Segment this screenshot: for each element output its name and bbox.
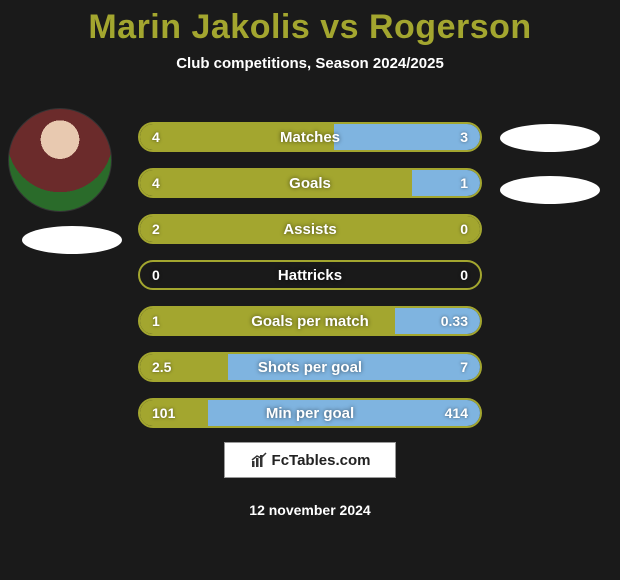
- stat-bar-fill-right: [412, 170, 480, 196]
- stat-val-right: 0: [460, 262, 468, 288]
- stat-val-left: 0: [152, 262, 160, 288]
- stats-bars: 43Matches 41Goals 20Assists 0 0Hattricks 10.3…: [138, 122, 482, 444]
- stat-bar: 41Goals: [138, 168, 482, 198]
- stat-label: Hattricks: [140, 262, 480, 288]
- stat-bar-fill-left: [140, 216, 480, 242]
- page-title: Marin Jakolis vs Rogerson: [0, 0, 620, 47]
- stat-bar-fill-left: [140, 170, 412, 196]
- stat-bar-fill-right: [395, 308, 480, 334]
- stat-bar-fill-right: [208, 400, 480, 426]
- stat-bar-fill-right: [228, 354, 480, 380]
- stat-bar-fill-left: [140, 400, 208, 426]
- watermark-text: FcTables.com: [272, 452, 371, 469]
- watermark: FcTables.com: [224, 442, 396, 478]
- stat-bar: 2.57Shots per goal: [138, 352, 482, 382]
- stat-bar: 10.33Goals per match: [138, 306, 482, 336]
- date-text: 12 november 2024: [0, 502, 620, 518]
- team-logo-oval: [22, 226, 122, 254]
- stat-bar: 0 0Hattricks: [138, 260, 482, 290]
- player1-avatar: [8, 108, 112, 212]
- stat-bar-fill-left: [140, 124, 334, 150]
- stat-bar-fill-right: [334, 124, 480, 150]
- chart-icon: [250, 451, 268, 469]
- stat-bar-fill-left: [140, 308, 395, 334]
- team-logo-oval: [500, 176, 600, 204]
- stat-bar-fill-left: [140, 354, 228, 380]
- team-logo-oval: [500, 124, 600, 152]
- stat-bar: 43Matches: [138, 122, 482, 152]
- stat-bar: 101414Min per goal: [138, 398, 482, 428]
- stat-bar: 20Assists: [138, 214, 482, 244]
- page-subtitle: Club competitions, Season 2024/2025: [0, 55, 620, 72]
